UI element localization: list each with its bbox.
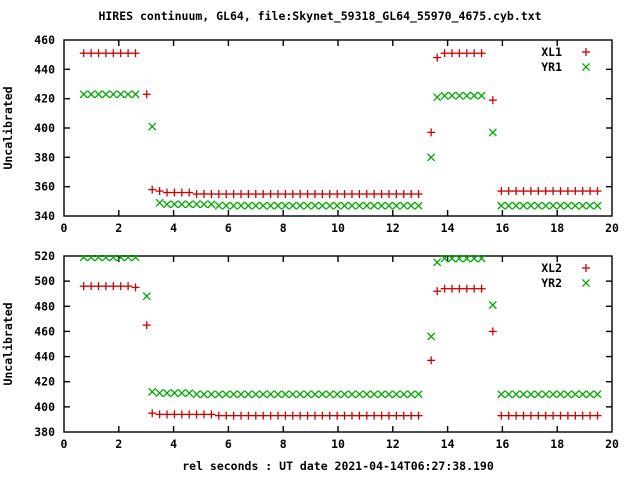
x-tick-label: 2 xyxy=(115,437,122,451)
y-axis-title: Uncalibrated xyxy=(1,302,15,385)
x-tick-label: 20 xyxy=(605,221,619,235)
y-axis-title: Uncalibrated xyxy=(1,86,15,169)
x-tick-label: 14 xyxy=(441,437,455,451)
y-tick-label: 420 xyxy=(34,92,55,106)
y-tick-label: 380 xyxy=(34,425,55,439)
legend-label-yr1: YR1 xyxy=(541,60,562,74)
legend-marker-yr1 xyxy=(581,62,591,72)
y-tick-label: 400 xyxy=(34,400,55,414)
x-tick-label: 0 xyxy=(61,437,68,451)
legend-label-xl2: XL2 xyxy=(541,261,562,275)
x-tick-label: 14 xyxy=(441,221,455,235)
legend-marker-xl1 xyxy=(582,48,590,56)
y-tick-label: 460 xyxy=(34,324,55,338)
series-xl1 xyxy=(79,49,602,198)
x-tick-label: 16 xyxy=(495,437,509,451)
x-tick-label: 6 xyxy=(225,221,232,235)
legend-marker-yr2 xyxy=(581,278,591,288)
x-tick-label: 10 xyxy=(331,437,345,451)
x-tick-label: 8 xyxy=(280,221,287,235)
x-tick-label: 12 xyxy=(386,221,400,235)
panel-top: 340 360 380 400 420 440 460 0 2 4 6 8 10 12 14 16 18 20 Un… xyxy=(1,33,619,235)
y-tick-label: 420 xyxy=(34,375,55,389)
y-tick-label: 400 xyxy=(34,121,55,135)
x-tick-label: 0 xyxy=(61,221,68,235)
x-axis-title: rel seconds : UT date 2021-04-14T06:27:3… xyxy=(182,459,494,473)
y-tick-label: 520 xyxy=(34,249,55,263)
x-tick-label: 4 xyxy=(170,437,177,451)
x-tick-label: 12 xyxy=(386,437,400,451)
x-tick-label: 20 xyxy=(605,437,619,451)
x-tick-label: 8 xyxy=(280,437,287,451)
legend-label-yr2: YR2 xyxy=(541,276,562,290)
y-tick-label: 340 xyxy=(34,209,55,223)
y-tick-label: 380 xyxy=(34,150,55,164)
x-tick-label: 2 xyxy=(115,221,122,235)
series-yr2 xyxy=(79,255,602,399)
x-tick-label: 6 xyxy=(225,437,232,451)
legend-marker-xl2 xyxy=(582,264,590,272)
panel-bottom: 380 400 420 440 460 480 500 520 0 2 4 6 8 10 12 14 16 18 2… xyxy=(1,249,619,473)
y-tick-label: 460 xyxy=(34,33,55,47)
x-tick-label: 16 xyxy=(495,221,509,235)
x-tick-label: 10 xyxy=(331,221,345,235)
series-xl2 xyxy=(79,282,602,420)
y-tick-label: 500 xyxy=(34,274,55,288)
chart-title: HIRES continuum, GL64, file:Skynet_59318… xyxy=(98,9,541,24)
y-tick-label: 480 xyxy=(34,299,55,313)
x-tick-label: 18 xyxy=(550,437,564,451)
series-yr1 xyxy=(79,90,602,210)
x-tick-label: 4 xyxy=(170,221,177,235)
y-tick-label: 440 xyxy=(34,350,55,364)
y-tick-label: 440 xyxy=(34,62,55,76)
y-tick-label: 360 xyxy=(34,180,55,194)
x-tick-label: 18 xyxy=(550,221,564,235)
legend-label-xl1: XL1 xyxy=(541,45,562,59)
